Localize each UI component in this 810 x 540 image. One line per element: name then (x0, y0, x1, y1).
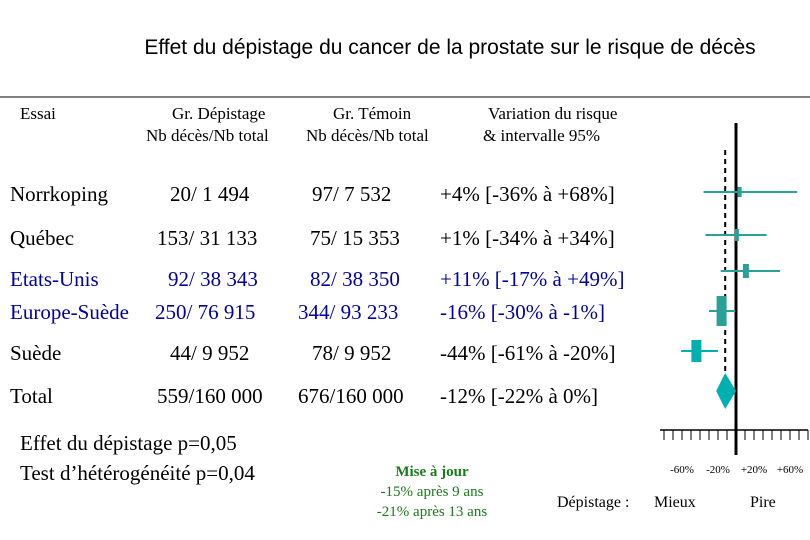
header-trial: Essai (20, 104, 56, 123)
update-title: Mise à jour (395, 464, 469, 480)
row-control-europe: 344/ 93 233 (298, 300, 399, 324)
point-estimate (691, 340, 702, 362)
row-ci-total: -12% [-22% à 0%] (440, 384, 599, 408)
row-screen-usa: 92/ 38 343 (168, 267, 258, 291)
row-screen-total: 559/160 000 (157, 384, 263, 408)
row-control-norrkoping: 97/ 7 532 (312, 182, 392, 206)
row-ci-europe: -16% [-30% à -1%] (440, 300, 606, 324)
point-estimate (734, 229, 739, 241)
point-estimate (716, 296, 727, 326)
axis-pire-label: Pire (750, 494, 776, 511)
footer-effect: Effet du dépistage p=0,05 (20, 431, 237, 455)
row-ci-usa: +11% [-17% à +49%] (440, 267, 625, 291)
header-control-2: Nb décès/Nb total (306, 126, 429, 145)
axis-mieux-label: Mieux (654, 494, 696, 511)
header-variation-2: & intervalle 95% (483, 126, 601, 145)
row-control-usa: 82/ 38 350 (310, 267, 400, 291)
row-ci-norrkoping: +4% [-36% à +68%] (440, 182, 615, 206)
row-name-europe: Europe-Suède (10, 300, 129, 324)
x-tick-label: +60% (777, 464, 803, 476)
row-screen-norrkoping: 20/ 1 494 (170, 182, 250, 206)
row-screen-europe: 250/ 76 915 (155, 300, 256, 324)
x-tick-label: +20% (741, 464, 767, 476)
row-ci-quebec: +1% [-34% à +34%] (440, 226, 615, 250)
row-name-usa: Etats-Unis (10, 267, 99, 291)
update-note: Mise à jour -15% après 9 ans -21% après … (362, 462, 502, 522)
x-tick-label: -60% (670, 464, 694, 476)
row-screen-quebec: 153/ 31 133 (157, 226, 258, 250)
row-name-total: Total (10, 384, 53, 408)
point-estimate (742, 264, 749, 278)
point-estimate (737, 187, 742, 197)
update-9-years: -15% après 9 ans (380, 484, 484, 500)
header-screening-2: Nb décès/Nb total (146, 126, 269, 145)
row-name-norrkoping: Norrkoping (10, 182, 108, 206)
chart-title: Effet du dépistage du cancer de la prost… (144, 36, 756, 59)
update-13-years: -21% après 13 ans (376, 504, 488, 520)
axis-left-label: Dépistage : (557, 494, 630, 511)
row-name-quebec: Québec (10, 226, 75, 250)
row-control-quebec: 75/ 15 353 (310, 226, 400, 250)
pooled-diamond (716, 373, 736, 409)
row-name-suede: Suède (10, 341, 62, 365)
row-ci-suede: -44% [-61% à -20%] (440, 341, 616, 365)
x-tick-label: -20% (706, 464, 730, 476)
row-control-total: 676/160 000 (298, 384, 404, 408)
header-control-1: Gr. Témoin (333, 104, 412, 123)
row-screen-suede: 44/ 9 952 (170, 341, 250, 365)
header-variation-1: Variation du risque (488, 104, 618, 123)
row-control-suede: 78/ 9 952 (312, 341, 392, 365)
header-screening-1: Gr. Dépistage (172, 104, 266, 123)
footer-heterogeneity: Test d’hétérogénéité p=0,04 (20, 461, 255, 485)
